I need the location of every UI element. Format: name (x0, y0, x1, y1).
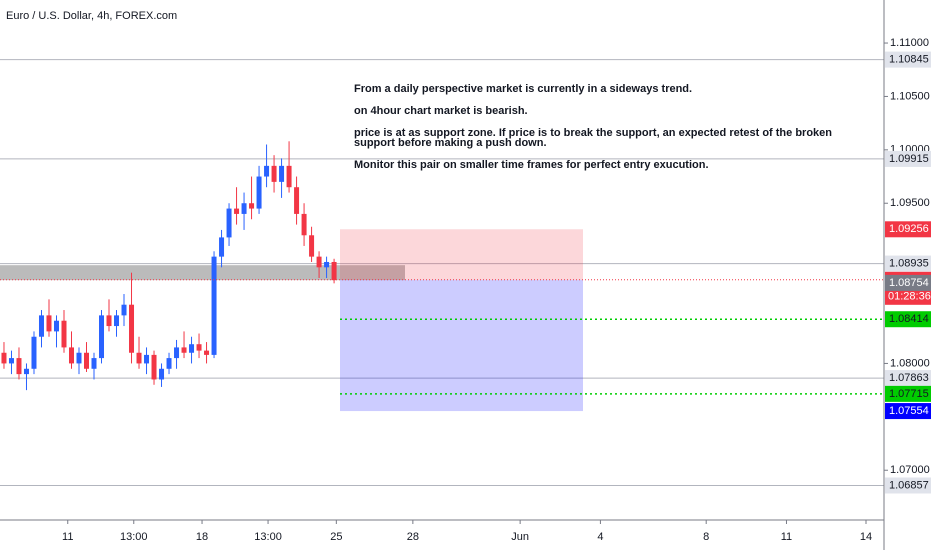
price-label: 1.07554 (889, 405, 929, 417)
y-tick-label: 1.08000 (890, 357, 930, 369)
candle-body (1, 352, 7, 364)
time-axis-bg (0, 520, 884, 550)
x-tick-label: 11 (781, 531, 792, 543)
x-tick-label: 18 (196, 531, 208, 543)
annotation: Monitor this pair on smaller time frames… (354, 159, 709, 171)
candle-body (166, 358, 172, 369)
price-label: 1.08935 (889, 257, 929, 269)
x-tick-label: 11 (62, 531, 73, 543)
candle-body (249, 203, 255, 209)
x-tick-label: 4 (597, 531, 603, 543)
candle-body (256, 176, 262, 209)
candle-body (331, 261, 337, 281)
candle-body (53, 320, 59, 332)
price-label-bg (885, 403, 931, 420)
candle-body (264, 165, 270, 177)
candle-body (61, 320, 67, 348)
candle-body (204, 350, 210, 355)
y-tick-label: 1.11000 (890, 37, 929, 49)
candle-body (84, 352, 90, 369)
candle-body (121, 304, 127, 316)
x-tick-label: Jun (511, 531, 529, 543)
price-label: 1.08414 (889, 313, 929, 325)
y-tick-label: 1.07000 (890, 464, 930, 476)
candle-body (16, 358, 22, 375)
candle-body (38, 315, 44, 337)
candle-body (241, 203, 247, 214)
chart-title: Euro / U.S. Dollar, 4h, FOREX.com (6, 10, 177, 22)
candle-body (324, 261, 330, 268)
annotation: From a daily perspective market is curre… (354, 83, 693, 95)
price-label-bg (885, 274, 931, 291)
candle-body (159, 368, 165, 380)
price-label: 1.06857 (889, 479, 929, 491)
annotation-box: From a daily perspective market is curre… (354, 84, 869, 182)
y-tick-label: 1.09500 (890, 197, 930, 209)
candle-body (301, 213, 307, 236)
candle-body (309, 235, 315, 257)
candle-body (219, 237, 225, 257)
annotation: on 4hour chart market is bearish. (354, 105, 528, 117)
candle-body (31, 336, 37, 369)
x-tick-label: 13:00 (254, 531, 282, 543)
candle-body (294, 187, 300, 214)
candle-body (151, 354, 157, 380)
candle-body (23, 368, 29, 375)
target-zone (340, 279, 583, 412)
candle-body (144, 354, 150, 364)
candle-body (106, 315, 112, 327)
price-label: 1.09915 (889, 153, 929, 165)
annotation: price is at as support zone. If price is… (354, 127, 833, 149)
x-tick-label: 8 (703, 531, 709, 543)
price-label-bg (885, 51, 931, 68)
candle-body (189, 344, 195, 353)
countdown: 01:28:36 (888, 291, 931, 303)
candle-body (46, 315, 52, 332)
candle-body (68, 347, 74, 364)
x-tick-label: 14 (860, 531, 872, 543)
candle-body (114, 315, 120, 327)
price-label: 1.10845 (889, 53, 929, 65)
x-tick-label: 25 (330, 531, 342, 543)
candle-body (316, 256, 322, 268)
x-tick-label: 13:00 (120, 531, 148, 543)
candle-body (8, 358, 14, 364)
candle-body (226, 208, 232, 238)
price-label-bg (885, 311, 931, 328)
price-label: 1.09256 (889, 223, 929, 235)
candle-body (76, 352, 82, 364)
candle-body (91, 358, 97, 369)
price-label-bg (885, 150, 931, 167)
price-label: 1.07715 (889, 388, 929, 400)
candle-body (174, 347, 180, 359)
candle-body (129, 304, 135, 353)
countdown-bg (885, 288, 931, 305)
price-label-bg (885, 370, 931, 387)
y-tick-label: 1.10500 (890, 90, 930, 102)
price-label: 1.08754 (889, 277, 929, 289)
candle-body (211, 256, 217, 355)
candle-body (279, 165, 285, 182)
candle-body (234, 208, 240, 214)
stop-zone (340, 229, 583, 280)
candle-body (136, 352, 142, 364)
price-label-bg (885, 255, 931, 272)
candle-body (286, 165, 292, 188)
x-tick-label: 28 (407, 531, 419, 543)
candle-body (181, 347, 187, 353)
support-zone (0, 265, 405, 281)
candle-body (271, 165, 277, 182)
price-label: 1.07863 (889, 372, 929, 384)
price-label-bg (885, 221, 931, 238)
price-label-bg (885, 385, 931, 402)
candle-body (99, 315, 105, 359)
price-label-bg (885, 477, 931, 494)
candle-body (196, 344, 202, 351)
